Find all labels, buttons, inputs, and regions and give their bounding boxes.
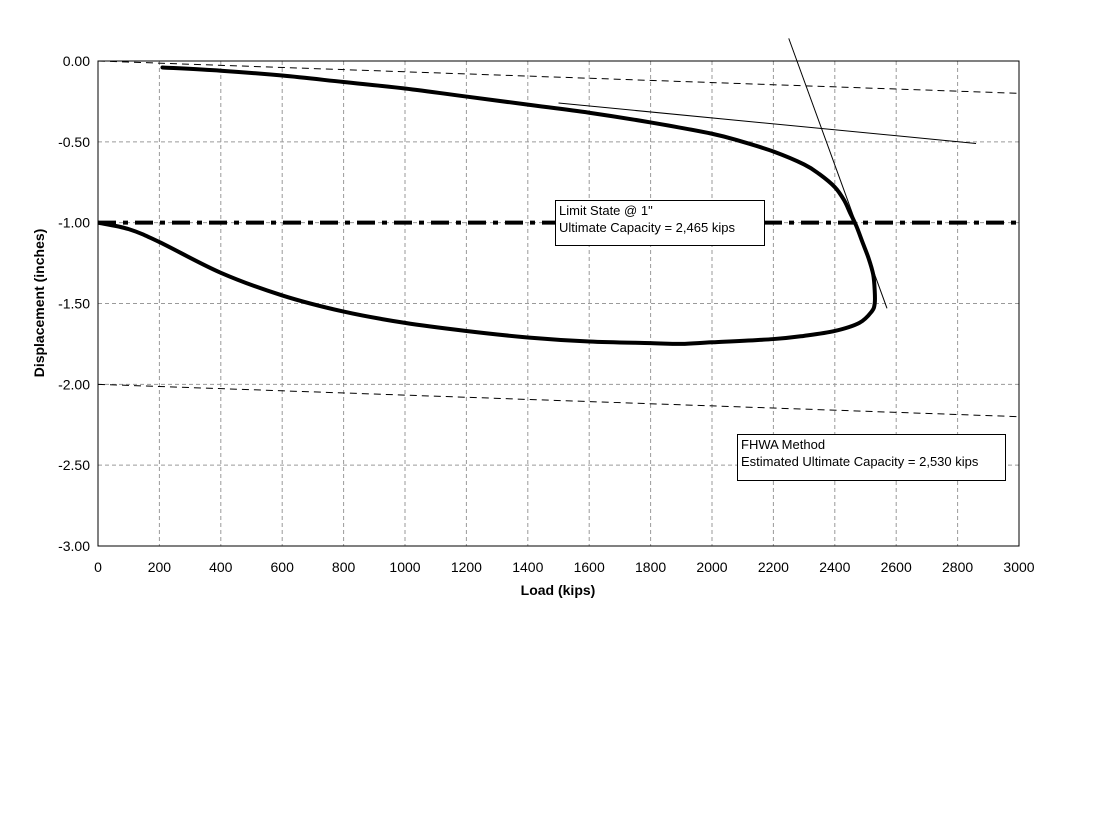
y-tick-label: -2.50 [58, 457, 90, 473]
x-tick-label: 400 [209, 559, 233, 575]
series-dashed-line-4 [98, 383, 1020, 418]
x-tick-label: 2200 [758, 559, 789, 575]
x-tick-label: 800 [332, 559, 356, 575]
y-tick-labels: 0.00 -0.50 -1.00 -1.50 -2.00 -2.50 -3.00 [58, 53, 90, 554]
x-tick-label: 2600 [881, 559, 912, 575]
y-tick-label: -0.50 [58, 134, 90, 150]
limit-state-line-1: Limit State @ 1" [559, 203, 653, 218]
x-tick-label: 2000 [696, 559, 727, 575]
limit-state-annotation: Limit State @ 1" Ultimate Capacity = 2,4… [555, 200, 765, 246]
x-tick-label: 600 [271, 559, 295, 575]
series-thin-solid-line-1 [558, 102, 977, 144]
series-thick-solid-line-0 [98, 65, 878, 346]
x-tick-labels: 0 200 400 600 800 1000 1200 1400 1600 1800 2000 220… [94, 559, 1035, 575]
y-tick-label: -3.00 [58, 538, 90, 554]
y-axis-title: Displacement (inches) [31, 229, 47, 378]
limit-state-line-2: Ultimate Capacity = 2,465 kips [559, 220, 735, 235]
x-tick-label: 2800 [942, 559, 973, 575]
y-tick-label: 0.00 [63, 53, 90, 69]
x-tick-label: 1600 [574, 559, 605, 575]
y-tick-label: -1.00 [58, 215, 90, 231]
x-axis-title: Load (kips) [521, 582, 596, 598]
x-tick-label: 3000 [1003, 559, 1034, 575]
x-tick-label: 1200 [451, 559, 482, 575]
x-tick-label: 1000 [389, 559, 420, 575]
fhwa-line-1: FHWA Method [741, 437, 826, 452]
x-tick-label: 2400 [819, 559, 850, 575]
x-tick-label: 1800 [635, 559, 666, 575]
x-tick-label: 1400 [512, 559, 543, 575]
y-tick-label: -1.50 [58, 296, 90, 312]
plot-area-border [97, 60, 1020, 547]
y-tick-label: -2.00 [58, 376, 90, 392]
series-dashed-line-3 [98, 60, 1020, 94]
fhwa-line-2: Estimated Ultimate Capacity = 2,530 kips [741, 454, 979, 469]
x-tick-label: 200 [148, 559, 172, 575]
fhwa-method-annotation: FHWA Method Estimated Ultimate Capacity … [737, 434, 1006, 481]
x-tick-label: 0 [94, 559, 102, 575]
